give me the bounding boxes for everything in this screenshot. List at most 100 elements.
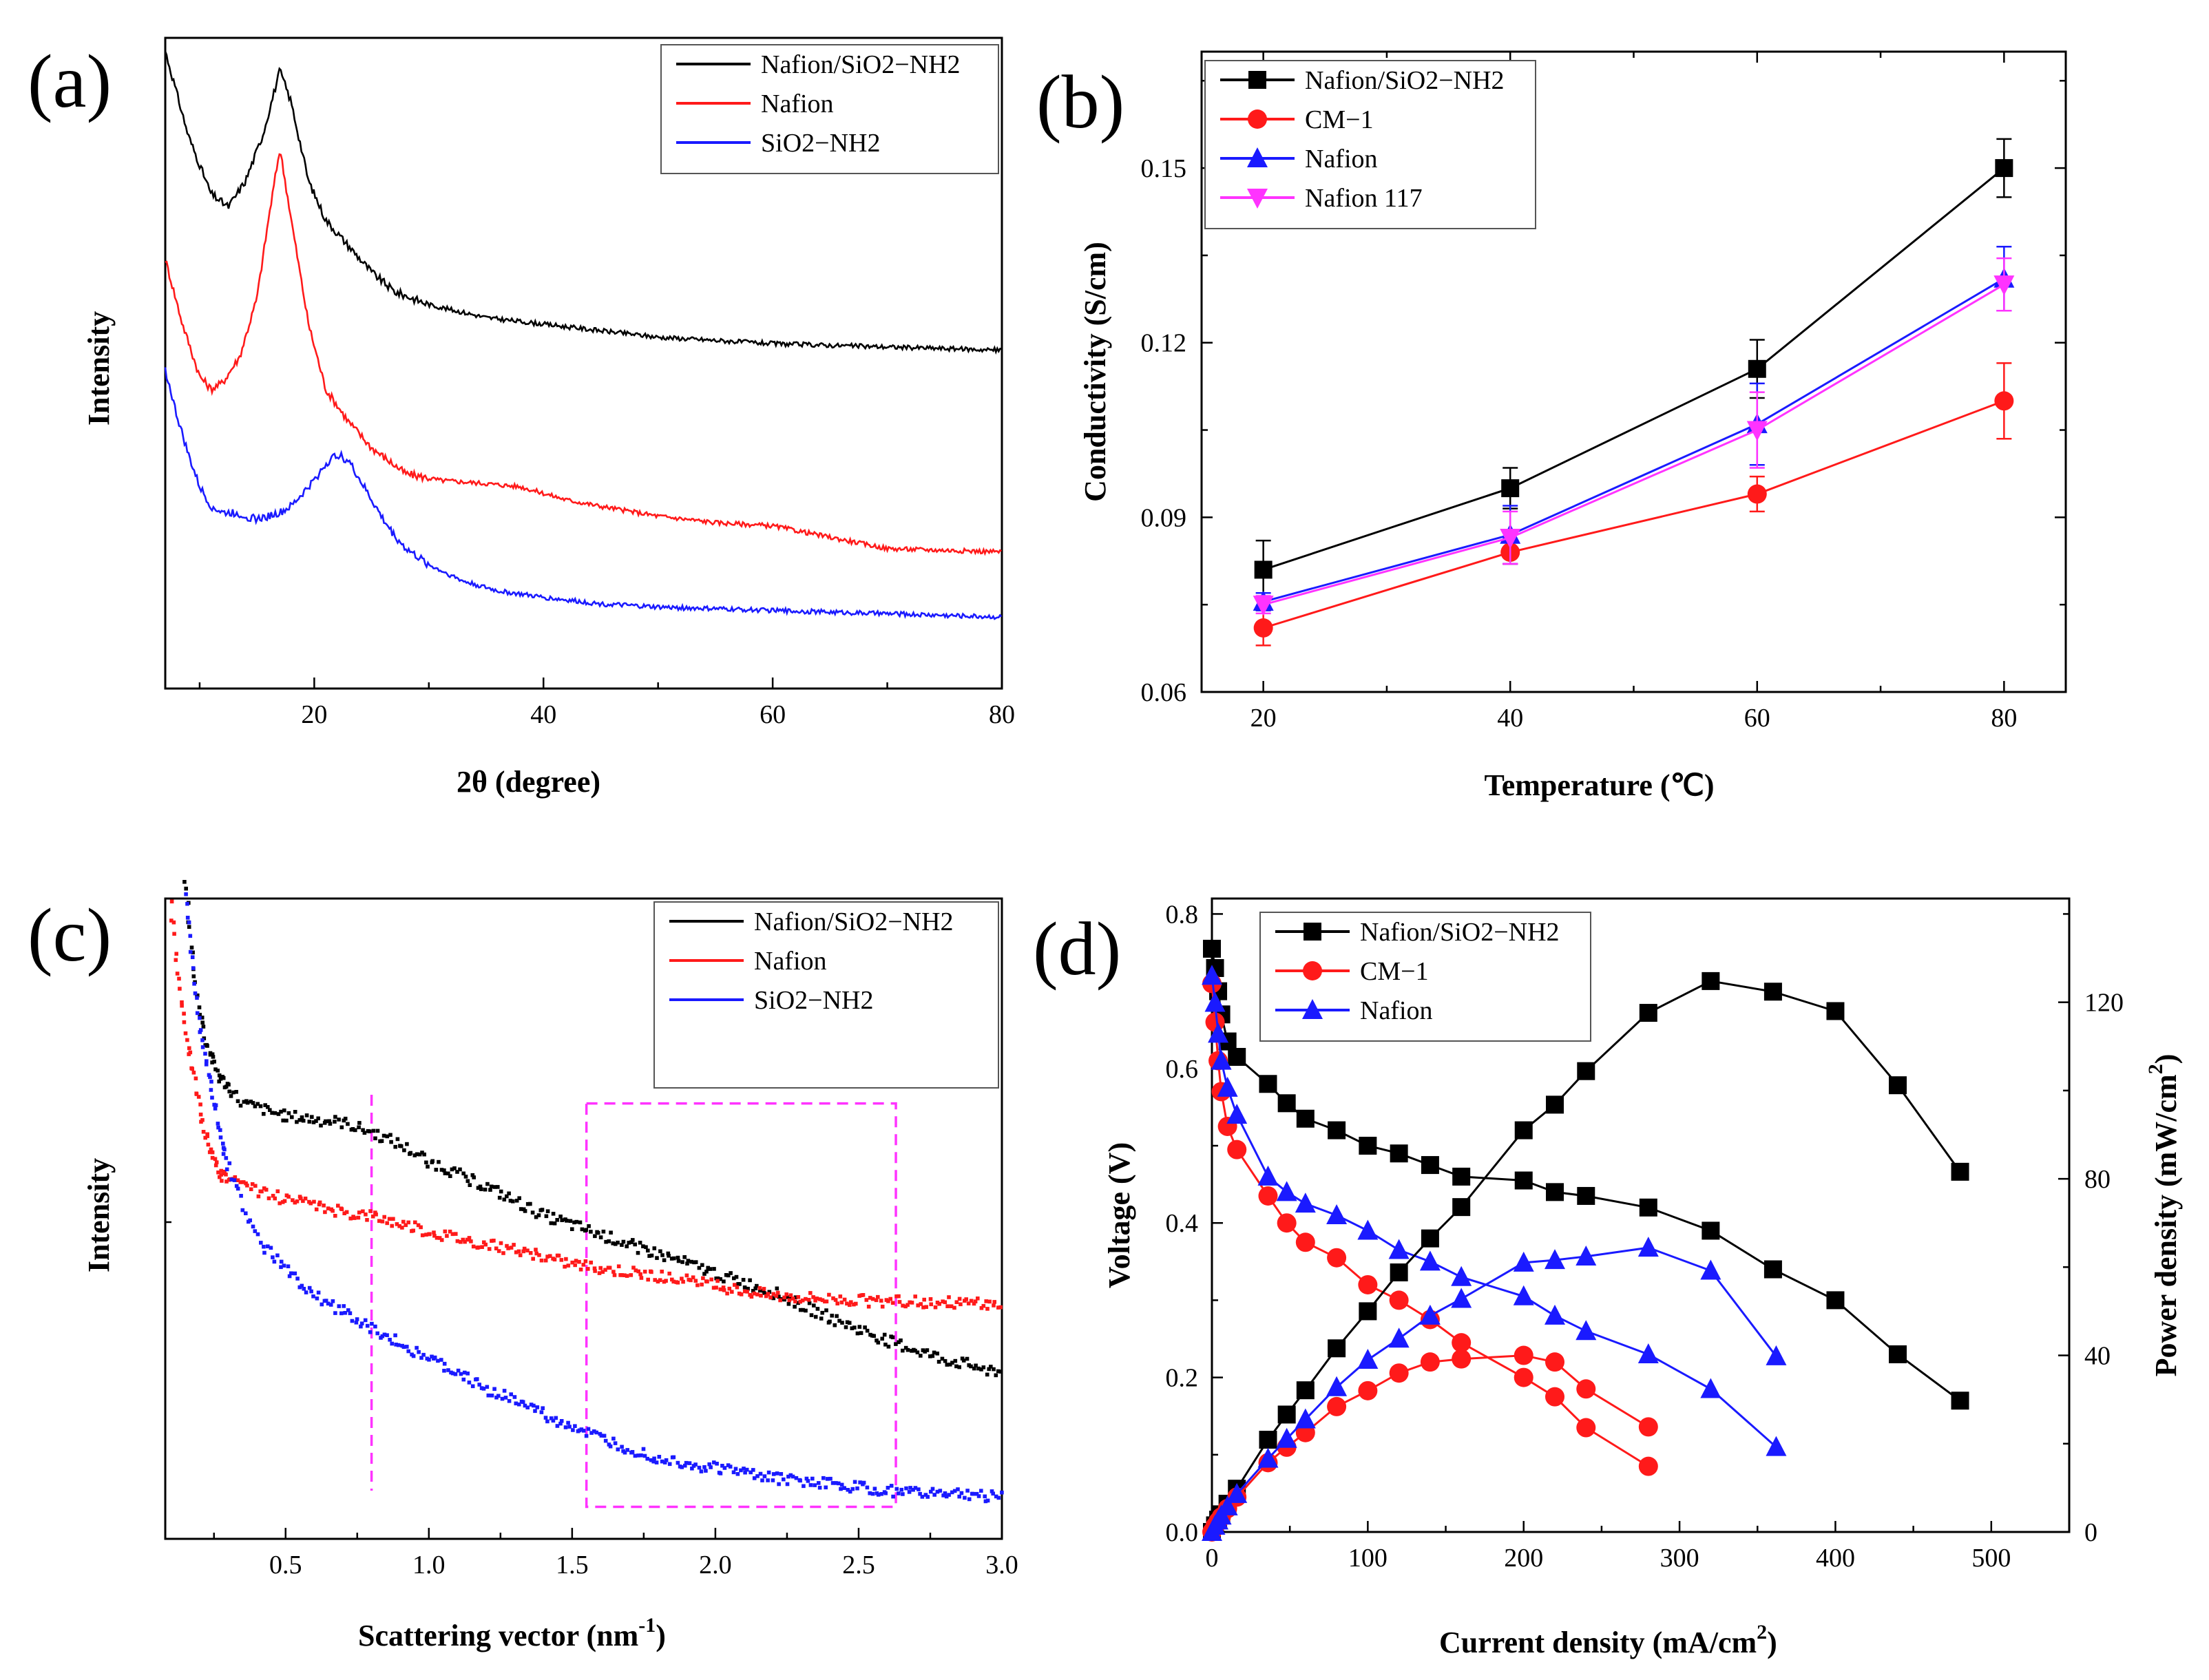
data-point — [620, 1445, 624, 1449]
data-point — [625, 1448, 629, 1452]
data-point — [974, 1491, 979, 1496]
data-point — [597, 1271, 602, 1275]
data-point — [987, 1299, 992, 1304]
data-point — [249, 1187, 253, 1191]
data-point — [625, 1274, 629, 1278]
data-point — [511, 1199, 515, 1204]
data-point — [363, 1318, 368, 1323]
data-point — [771, 1472, 776, 1476]
data-point — [855, 1486, 859, 1491]
data-point — [903, 1345, 908, 1350]
data-point — [599, 1434, 604, 1438]
data-point-5-11 — [1388, 1327, 1410, 1348]
data-point-5-5 — [1226, 1482, 1248, 1503]
data-point-1-11 — [1389, 1290, 1409, 1310]
data-point — [983, 1494, 987, 1499]
data-point — [248, 1218, 252, 1223]
x-axis-label: 2θ (degree) — [457, 765, 600, 799]
panel-a-xrd-chart: 20 40 60 80 2θ (degree) Intensity Nafion/SiO2−… — [82, 36, 1015, 799]
data-point — [543, 1258, 548, 1263]
data-point — [963, 1495, 967, 1500]
x-tick-label: 2.0 — [699, 1551, 732, 1579]
data-point — [734, 1274, 739, 1279]
data-point — [295, 1199, 300, 1204]
data-point-0-18 — [1702, 1221, 1720, 1240]
data-point — [322, 1204, 326, 1208]
data-point — [393, 1333, 397, 1338]
data-point — [928, 1354, 932, 1358]
data-point — [639, 1276, 644, 1280]
data-point — [554, 1416, 558, 1420]
data-point — [801, 1308, 805, 1312]
data-point-3-13 — [1452, 1198, 1471, 1217]
legend-marker — [1247, 147, 1268, 167]
data-point — [976, 1494, 981, 1498]
data-point — [762, 1287, 766, 1291]
data-point — [810, 1476, 815, 1481]
data-point — [777, 1294, 781, 1299]
data-point — [445, 1234, 449, 1238]
legend-marker — [1302, 999, 1323, 1019]
data-point-3-15 — [1546, 1095, 1564, 1114]
data-point — [316, 1290, 321, 1295]
data-point — [324, 1299, 328, 1303]
x-tick-label: 500 — [1971, 1544, 2011, 1573]
data-point — [443, 1229, 448, 1234]
data-point — [876, 1294, 880, 1299]
data-point — [258, 1104, 263, 1109]
data-point — [937, 1302, 941, 1306]
data-point — [645, 1456, 649, 1461]
data-point — [894, 1294, 899, 1299]
data-point — [496, 1249, 501, 1253]
data-point — [788, 1473, 793, 1478]
data-point — [859, 1331, 863, 1335]
data-point — [683, 1463, 687, 1468]
data-point — [950, 1490, 954, 1495]
data-point — [676, 1255, 680, 1260]
data-point — [660, 1459, 664, 1464]
data-point — [224, 1084, 229, 1089]
data-point — [200, 1038, 205, 1042]
data-point-1-16 — [1576, 1418, 1596, 1438]
data-point — [430, 1354, 434, 1359]
data-point — [240, 1208, 245, 1212]
data-point — [505, 1194, 509, 1199]
data-point — [817, 1481, 821, 1485]
data-point — [461, 1171, 465, 1176]
y-tick-label: 0.4 — [1166, 1209, 1199, 1238]
data-point — [775, 1471, 779, 1476]
data-point — [193, 1076, 198, 1081]
data-point — [706, 1266, 710, 1270]
data-point — [614, 1242, 618, 1246]
data-point — [642, 1453, 647, 1458]
data-point — [193, 991, 198, 996]
data-point — [201, 1130, 206, 1134]
data-point — [361, 1128, 365, 1133]
data-point — [406, 1349, 410, 1354]
data-point-5-12 — [1419, 1304, 1441, 1325]
data-point — [396, 1343, 401, 1347]
data-point — [890, 1335, 895, 1340]
data-point — [936, 1360, 941, 1364]
data-point — [722, 1279, 726, 1283]
data-point — [644, 1245, 648, 1250]
data-point — [218, 1128, 222, 1133]
data-point — [949, 1304, 954, 1308]
data-point — [752, 1291, 756, 1296]
data-point — [709, 1465, 713, 1469]
data-point — [203, 1051, 207, 1056]
data-point — [525, 1405, 530, 1409]
data-point — [359, 1324, 363, 1329]
data-point — [897, 1491, 901, 1495]
data-point — [552, 1257, 557, 1262]
data-point — [293, 1110, 297, 1114]
data-point — [847, 1321, 852, 1325]
data-point — [653, 1278, 657, 1282]
x-tick-label: 0.5 — [269, 1551, 302, 1579]
data-point — [388, 1338, 392, 1342]
data-point — [282, 1108, 286, 1113]
data-point — [555, 1218, 559, 1222]
data-point — [244, 1211, 248, 1215]
data-point — [925, 1348, 930, 1352]
data-point — [435, 1236, 439, 1240]
